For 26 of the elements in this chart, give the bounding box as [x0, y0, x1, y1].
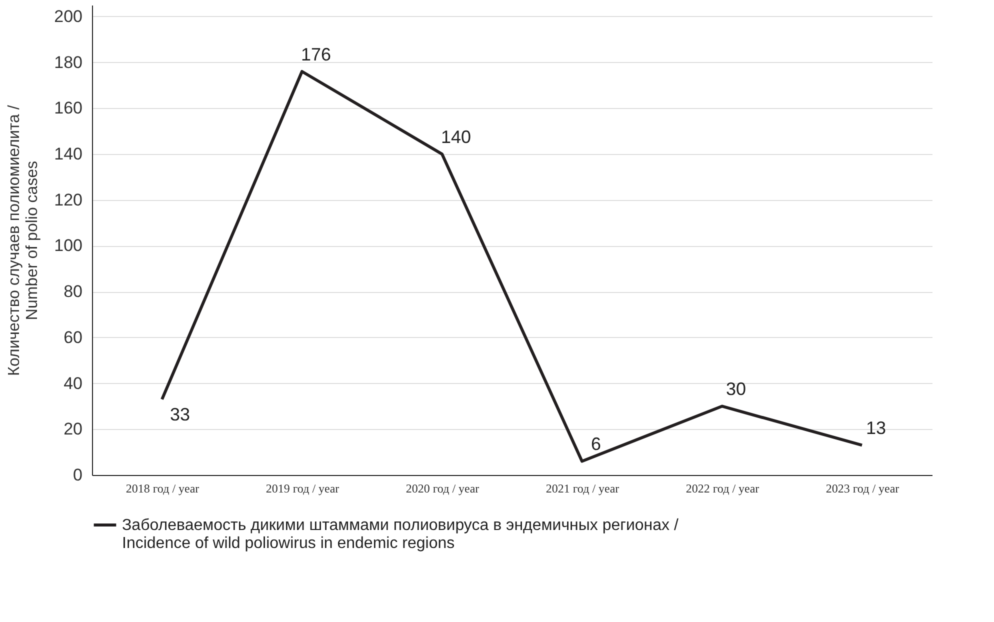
y-tick-label: 180: [54, 52, 82, 72]
line-series: [160, 70, 864, 463]
x-tick-label: 2019 год / year: [266, 482, 340, 496]
x-tick-label: 2022 год / year: [686, 482, 760, 496]
x-tick-label: 2021 год / year: [546, 482, 620, 496]
y-tick-label: 20: [64, 420, 82, 439]
legend-label: Заболеваемость дикими штаммами полиовируса в эндемичных регионах / Incidence of wild poliowirus in endemic regions: [122, 517, 679, 552]
data-label: 33: [170, 404, 190, 424]
x-tick-label: 2018 год / year: [126, 482, 200, 496]
y-tick-label: 120: [54, 190, 82, 210]
y-tick-label: 200: [54, 6, 82, 26]
data-label: 6: [590, 434, 602, 454]
data-label: 176: [300, 44, 332, 64]
data-label: 13: [866, 418, 886, 438]
y-axis-title: Количество случаев полиомиелита / Number of polio cases: [6, 104, 42, 376]
y-tick-label: 100: [54, 236, 82, 256]
x-tick-label: 2020 год / year: [406, 482, 480, 496]
y-tick-label: 140: [54, 144, 82, 164]
y-tick-label: 160: [54, 98, 82, 118]
data-label: 30: [726, 379, 746, 400]
y-tick-label: 60: [64, 328, 82, 347]
y-tick-label: 80: [64, 282, 82, 302]
y-tick-label: 40: [64, 374, 82, 393]
y-tick-label: 0: [73, 466, 82, 484]
data-label: 140: [440, 127, 472, 148]
x-tick-label: 2023 год / year: [826, 482, 900, 496]
